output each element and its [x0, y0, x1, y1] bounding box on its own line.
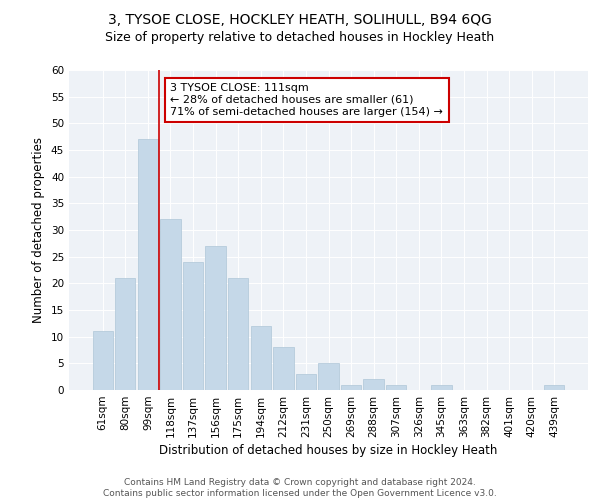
Text: 3 TYSOE CLOSE: 111sqm
← 28% of detached houses are smaller (61)
71% of semi-deta: 3 TYSOE CLOSE: 111sqm ← 28% of detached …: [170, 84, 443, 116]
Bar: [183, 262, 203, 390]
Bar: [251, 326, 271, 390]
Bar: [386, 384, 406, 390]
Bar: [431, 384, 452, 390]
Bar: [160, 220, 181, 390]
Bar: [364, 380, 384, 390]
Bar: [228, 278, 248, 390]
Text: Size of property relative to detached houses in Hockley Heath: Size of property relative to detached ho…: [106, 31, 494, 44]
Bar: [92, 332, 113, 390]
Bar: [273, 348, 293, 390]
Bar: [115, 278, 136, 390]
Bar: [296, 374, 316, 390]
Y-axis label: Number of detached properties: Number of detached properties: [32, 137, 46, 323]
Text: 3, TYSOE CLOSE, HOCKLEY HEATH, SOLIHULL, B94 6QG: 3, TYSOE CLOSE, HOCKLEY HEATH, SOLIHULL,…: [108, 12, 492, 26]
X-axis label: Distribution of detached houses by size in Hockley Heath: Distribution of detached houses by size …: [160, 444, 497, 457]
Bar: [205, 246, 226, 390]
Bar: [341, 384, 361, 390]
Text: Contains HM Land Registry data © Crown copyright and database right 2024.
Contai: Contains HM Land Registry data © Crown c…: [103, 478, 497, 498]
Bar: [138, 140, 158, 390]
Bar: [319, 364, 338, 390]
Bar: [544, 384, 565, 390]
